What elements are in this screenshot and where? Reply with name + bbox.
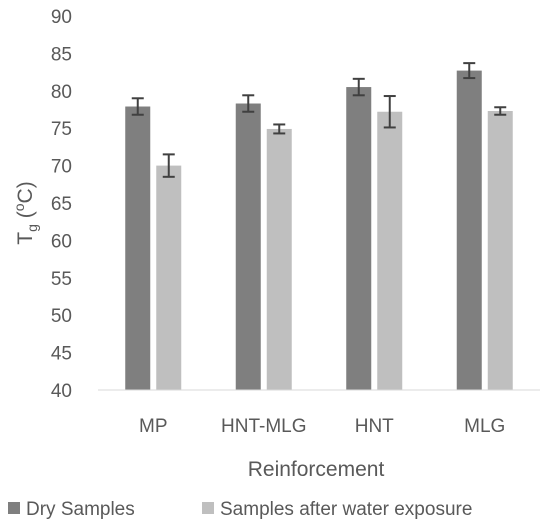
x-tick-label: MP <box>139 416 168 437</box>
legend-label-dry-samples: Dry Samples <box>26 499 135 520</box>
legend-swatch-samples-after-water-exposure <box>202 502 214 514</box>
bar-series <box>125 62 513 391</box>
bar-dry-hnt <box>346 87 372 390</box>
y-tick-label: 45 <box>51 344 72 365</box>
y-tick-label: 90 <box>51 7 72 28</box>
y-tick-label: 60 <box>51 231 72 252</box>
bar-wet-hnt-mlg <box>266 128 292 390</box>
legend-label-samples-after-water-exposure: Samples after water exposure <box>220 499 472 520</box>
x-axis-title: Reinforcement <box>248 458 385 481</box>
x-axis-tick-labels: MP HNT-MLG HNT MLG <box>139 416 505 437</box>
x-tick-label: MLG <box>464 416 505 437</box>
bar-wet-mp <box>156 165 182 390</box>
legend: Dry Samples Samples after water exposure <box>8 499 472 520</box>
y-axis-tick-labels: 40 45 50 55 60 65 70 75 80 85 90 <box>51 7 72 402</box>
bar-dry-mp <box>125 106 151 391</box>
y-tick-label: 50 <box>51 306 72 327</box>
y-tick-label: 55 <box>51 269 72 290</box>
legend-swatch-dry-samples <box>8 502 20 514</box>
y-axis-title-base: T <box>14 232 37 245</box>
error-bar <box>162 153 175 178</box>
y-tick-label: 85 <box>51 44 72 65</box>
error-bar <box>494 106 507 116</box>
bar-dry-mlg <box>456 70 482 390</box>
error-bar <box>273 123 286 135</box>
y-axis-title: Tg (oC) <box>11 181 40 244</box>
error-bar <box>463 62 476 80</box>
bar-wet-hnt <box>377 111 403 390</box>
x-tick-label: HNT <box>355 416 394 437</box>
bar-wet-mlg <box>487 110 513 390</box>
y-tick-label: 70 <box>51 157 72 178</box>
y-tick-label: 75 <box>51 119 72 140</box>
x-tick-label: HNT-MLG <box>221 416 307 437</box>
y-axis-title-unit: C <box>14 188 37 203</box>
y-axis-title-close: ) <box>14 181 37 188</box>
error-bar <box>352 77 365 97</box>
y-tick-label: 80 <box>51 82 72 103</box>
error-bar <box>242 94 255 113</box>
y-tick-label: 40 <box>51 381 72 402</box>
error-bar <box>131 97 144 116</box>
error-bar <box>383 95 396 129</box>
y-tick-label: 65 <box>51 194 72 215</box>
y-axis-title-degree: o <box>11 203 27 211</box>
y-axis-title-open: ( <box>14 211 37 224</box>
y-axis-title-subscript: g <box>24 224 40 232</box>
bar-dry-hnt-mlg <box>235 103 261 391</box>
